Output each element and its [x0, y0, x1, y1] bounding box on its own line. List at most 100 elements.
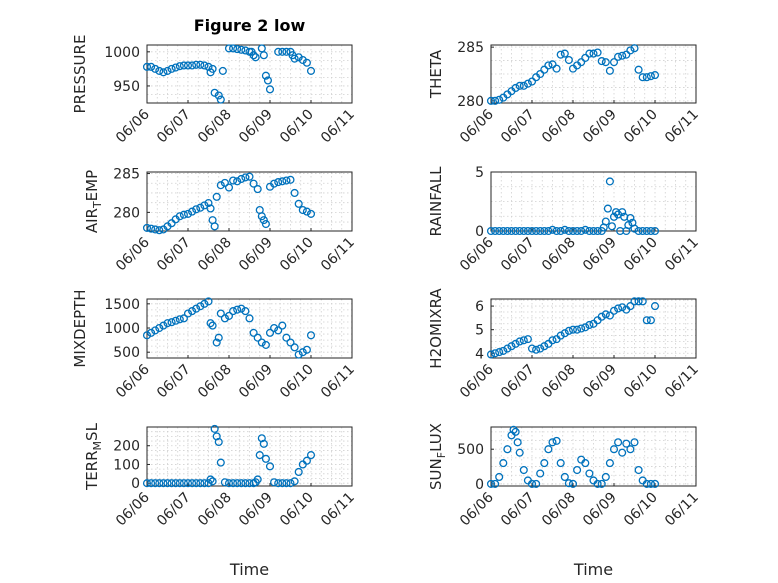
data-point: [603, 204, 612, 213]
data-point: [142, 479, 152, 488]
data-point: [294, 467, 303, 477]
data-point: [274, 178, 283, 187]
data-point: [626, 302, 635, 311]
data-point: [151, 64, 160, 73]
data-point: [245, 172, 254, 181]
x-tick-label: 06/11: [318, 107, 358, 147]
data-point: [564, 479, 573, 488]
data-point: [577, 58, 586, 67]
data-point: [532, 345, 541, 354]
data-point: [175, 315, 184, 324]
data-point: [646, 479, 655, 488]
data-point: [552, 64, 561, 73]
data-point: [491, 479, 500, 488]
data-point: [491, 226, 500, 236]
y-axis-label: SUNFLUX: [427, 423, 448, 490]
data-point: [192, 304, 201, 313]
data-point: [298, 205, 307, 215]
data-point: [163, 479, 172, 488]
data-point: [147, 224, 156, 233]
axes-frame: [490, 298, 697, 359]
data-point: [618, 51, 627, 60]
data-point: [255, 451, 264, 460]
data-point: [220, 178, 229, 187]
data-point: [634, 465, 643, 475]
data-point: [167, 318, 176, 327]
data-point: [548, 336, 557, 345]
data-point: [259, 439, 268, 448]
data-point: [171, 63, 180, 72]
data-point: [155, 226, 164, 235]
x-tick-label: 06/10: [621, 235, 661, 275]
x-tick-label: 06/06: [113, 361, 153, 401]
data-point: [294, 350, 303, 359]
x-tick-label: 06/09: [580, 362, 620, 402]
data-point: [224, 479, 234, 488]
y-axis-label: TERRMSL: [83, 422, 104, 491]
data-point: [142, 331, 152, 340]
data-point: [200, 479, 209, 488]
data-point: [216, 458, 225, 467]
data-point: [212, 338, 221, 347]
data-point: [589, 49, 598, 58]
data-point: [155, 323, 164, 333]
data-point: [626, 213, 635, 223]
y-tick-label: 280: [113, 205, 140, 221]
data-point: [261, 219, 270, 229]
subplot-4: 06/06 06/07 06/08 06/09 06/10 06/11 0 5 RAINFALL: [427, 165, 702, 274]
data-point: [261, 454, 270, 463]
x-tick-label: 06/06: [457, 489, 497, 529]
data-point: [192, 479, 201, 488]
data-point: [171, 316, 180, 325]
data-point: [229, 44, 238, 53]
data-point: [249, 328, 258, 337]
data-point: [601, 217, 610, 226]
data-point: [495, 226, 504, 236]
x-tick-label: 06/11: [318, 490, 358, 530]
data-point: [224, 183, 234, 192]
data-point: [278, 47, 287, 56]
data-point: [491, 349, 500, 358]
data-point: [597, 312, 606, 321]
data-point: [605, 459, 614, 468]
data-point: [142, 62, 152, 71]
data-point: [515, 226, 524, 236]
data-point: [540, 65, 549, 74]
data-point: [618, 448, 627, 457]
x-tick-label: 06/08: [195, 490, 235, 530]
x-tick-label: 06/06: [457, 361, 497, 401]
data-point: [290, 477, 299, 486]
data-point: [515, 448, 524, 457]
x-tick-label: 06/09: [236, 490, 276, 530]
data-point: [253, 185, 262, 194]
x-tick-label: 06/10: [277, 490, 317, 530]
x-tick-label: 06/08: [539, 107, 579, 147]
x-tick-label: 06/07: [154, 235, 194, 275]
data-point: [585, 226, 594, 236]
x-tick-label: 06/10: [277, 107, 317, 147]
data-point: [179, 479, 188, 488]
data-point: [282, 176, 291, 185]
data-point: [650, 71, 660, 80]
y-axis-label: MIXDEPTH: [71, 289, 89, 367]
data-point: [540, 459, 549, 468]
data-point: [249, 179, 258, 188]
subplot-7: 06/06 06/07 06/08 06/09 06/10 06/11 0 100 200 TER…: [83, 422, 358, 579]
data-point: [486, 350, 496, 359]
data-point: [192, 205, 201, 214]
data-point: [302, 456, 311, 465]
data-point: [237, 479, 246, 488]
data-point: [200, 61, 209, 70]
data-point: [229, 307, 238, 316]
data-point: [527, 479, 537, 488]
data-point: [601, 58, 610, 67]
data-point: [163, 319, 172, 328]
data-point: [216, 181, 225, 190]
data-point: [175, 479, 184, 488]
data-point: [306, 209, 316, 218]
data-point: [159, 68, 168, 77]
data-point: [155, 479, 164, 488]
data-point: [200, 201, 209, 210]
data-point: [167, 479, 176, 488]
data-point: [499, 346, 508, 355]
